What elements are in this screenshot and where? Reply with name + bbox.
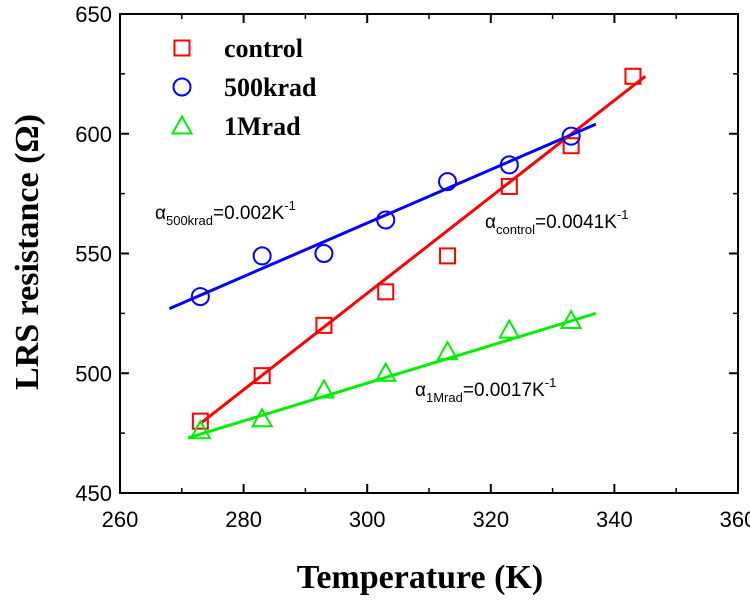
annotation-500krad-sup: -1	[284, 198, 296, 213]
axes-layer: 260 280 300 320 340 360 450 500 550 600 650	[75, 2, 750, 532]
annotation-500krad-alpha: α	[155, 203, 166, 224]
x-tick-label: 260	[102, 507, 139, 532]
y-tick-label: 650	[75, 2, 112, 27]
x-axis-title: Temperature (K)	[297, 559, 543, 596]
y-tick-label: 500	[75, 361, 112, 386]
annotation-1mrad-sup: -1	[545, 375, 557, 390]
plot-frame	[119, 13, 739, 494]
y-tick-label: 450	[75, 481, 112, 506]
data-point-500krad	[438, 172, 458, 192]
annotation-control-value: =0.0041K	[535, 212, 617, 233]
legend-label-1mrad: 1Mrad	[224, 112, 301, 141]
annotation-500krad-sub: 500krad	[166, 213, 213, 228]
data-point-1mrad	[436, 340, 459, 361]
data-point-1mrad	[189, 419, 212, 440]
legend-marker-500krad	[172, 77, 192, 97]
data-point-control	[562, 137, 580, 155]
data-point-500krad	[252, 246, 272, 266]
data-point-1mrad	[559, 309, 583, 330]
data-point-1mrad	[374, 361, 397, 382]
legend-marker-1mrad	[170, 114, 194, 135]
annotation-500krad: α500krad=0.002K-1	[155, 198, 296, 228]
x-tick-label: 360	[720, 507, 750, 532]
fit-line-500krad	[168, 122, 597, 310]
annotation-control-alpha: α	[485, 212, 496, 233]
markers-layer	[189, 67, 642, 440]
data-point-control	[624, 67, 642, 85]
data-point-500krad	[314, 244, 334, 263]
y-tick-label: 550	[75, 242, 112, 267]
data-point-control	[253, 367, 271, 385]
x-tick-label: 320	[472, 507, 509, 532]
data-point-500krad	[561, 126, 581, 146]
legend-marker-control	[173, 39, 191, 57]
data-point-control	[315, 316, 333, 334]
data-point-1mrad	[250, 407, 274, 428]
data-point-control	[191, 412, 209, 430]
y-tick-label: 600	[75, 122, 112, 147]
legend-label-500krad: 500krad	[224, 73, 317, 102]
x-tick-label: 340	[596, 507, 633, 532]
annotation-control-sup: -1	[617, 207, 629, 222]
data-point-control	[439, 247, 457, 265]
data-point-control	[500, 177, 518, 195]
x-tick-label: 300	[349, 507, 386, 532]
annotation-1mrad-sub: 1Mrad	[426, 390, 463, 405]
legend: control 500krad 1Mrad	[170, 34, 317, 141]
data-point-500krad	[499, 155, 519, 175]
x-tick-label: 280	[225, 507, 262, 532]
data-point-500krad	[190, 287, 210, 307]
data-point-control	[377, 283, 395, 301]
annotation-1mrad-alpha: α	[415, 380, 426, 401]
annotation-control-sub: control	[496, 222, 535, 237]
annotation-1mrad-value: =0.0017K	[463, 380, 545, 401]
data-point-500krad	[376, 210, 396, 230]
data-point-1mrad	[312, 378, 336, 399]
data-point-1mrad	[498, 318, 521, 339]
y-axis-title: LRS resistance (Ω)	[9, 114, 46, 390]
annotation-1mrad: α1Mrad=0.0017K-1	[415, 375, 556, 405]
annotation-control: αcontrol=0.0041K-1	[485, 207, 628, 237]
annotation-500krad-value: =0.002K	[213, 203, 285, 224]
legend-label-control: control	[224, 34, 303, 63]
